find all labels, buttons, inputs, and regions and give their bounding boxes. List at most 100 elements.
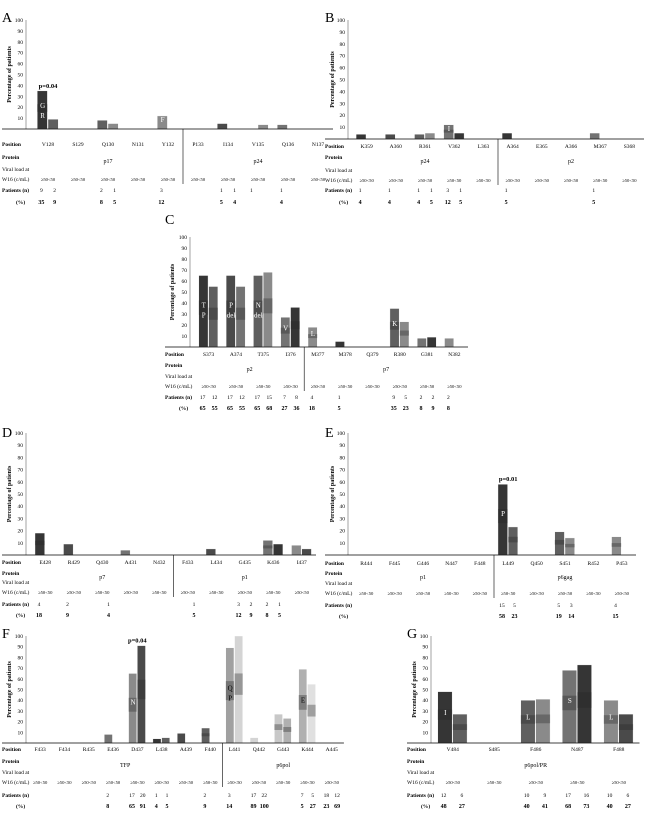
patients-n: 2 <box>204 793 207 799</box>
viral-load-label: ≥50<50 <box>251 177 266 182</box>
patients-pct: 4 <box>359 200 362 206</box>
patients-pct: 55 <box>212 406 218 412</box>
y-tick-label: 20 <box>18 720 24 726</box>
bar-label: P <box>501 510 505 518</box>
y-tick-label: 30 <box>182 312 188 318</box>
patients-n: 17 <box>565 793 571 799</box>
bar-segment <box>308 334 318 339</box>
y-tick-label: 90 <box>182 246 188 252</box>
patients-pct: 4 <box>155 804 158 810</box>
y-axis-label: Percentage of patients <box>330 465 336 522</box>
row-label: Viral load at <box>2 580 30 586</box>
y-tick-label: 50 <box>182 290 188 296</box>
bar-label: P <box>229 302 233 310</box>
position-label: M377 <box>311 352 324 358</box>
row-label: W16 (c/mL) <box>325 590 353 597</box>
row-label: Viral load at <box>325 168 353 174</box>
position-label: E436 <box>107 747 119 753</box>
position-label: E365 <box>536 144 548 150</box>
patients-n: 1 <box>220 188 223 194</box>
protein-label: p2 <box>568 159 574 165</box>
bar-segment <box>263 298 273 314</box>
row-label: W16 (c/mL) <box>407 779 435 786</box>
bar-D-A431-ge50 <box>120 549 131 556</box>
y-tick-label: 30 <box>18 516 24 522</box>
patients-pct: 5 <box>113 200 116 206</box>
y-tick-label: 10 <box>18 116 24 122</box>
patients-pct: 9 <box>432 406 435 412</box>
row-label: W16 (c/mL) <box>2 589 30 596</box>
position-label: A364 <box>506 144 518 150</box>
bar-label: I <box>448 125 451 133</box>
patients-n: 1 <box>338 395 341 401</box>
y-tick-label: 30 <box>18 94 24 100</box>
row-label: Protein <box>2 759 19 765</box>
bar-label: R <box>40 112 45 120</box>
position-label: A366 <box>565 144 577 150</box>
position-label: S373 <box>203 352 215 358</box>
row-label: Position <box>165 352 184 358</box>
bar-segment <box>508 536 518 543</box>
protein-label: p1 <box>242 575 248 581</box>
bar-label: S <box>568 697 572 705</box>
y-tick-label: 80 <box>18 40 24 46</box>
bar-segment <box>562 695 577 711</box>
patients-n: 17 <box>200 395 206 401</box>
bar-segment <box>137 679 146 700</box>
viral-load-label: ≥50<50 <box>593 178 608 183</box>
position-label: N432 <box>153 560 165 566</box>
position-label: P133 <box>192 142 204 148</box>
bar-segment <box>443 129 454 133</box>
position-label: I437 <box>297 560 307 566</box>
position-label: N137 <box>312 142 324 148</box>
viral-load-label: ≥50<50 <box>586 591 601 596</box>
bar-segment <box>565 543 575 548</box>
position-label: R361 <box>419 144 431 150</box>
row-label: W16 (c/mL) <box>325 177 353 184</box>
p-value: p=0.04 <box>128 638 147 645</box>
bar-segment <box>208 307 218 320</box>
bar-segment <box>225 681 234 701</box>
position-label: Y132 <box>162 142 174 148</box>
patients-pct: 40 <box>607 804 613 810</box>
patients-pct: 5 <box>165 804 168 810</box>
patients-pct: 68 <box>565 804 571 810</box>
patients-n: 1 <box>417 188 420 194</box>
viral-load-label: ≥50<50 <box>71 177 86 182</box>
position-label: L438 <box>156 747 168 753</box>
y-tick-label: 40 <box>423 698 429 704</box>
patients-pct: 4 <box>280 200 283 206</box>
patients-n: 1 <box>166 793 169 799</box>
viral-load-label: ≥50<50 <box>152 590 167 595</box>
patients-pct: 5 <box>278 613 281 619</box>
position-label: M367 <box>594 144 607 150</box>
bar-segment <box>128 697 137 712</box>
bar-label: T <box>202 302 207 310</box>
viral-load-label: ≥50<50 <box>266 590 281 595</box>
patients-n: 1 <box>280 188 283 194</box>
viral-load-label: ≥50<50 <box>529 780 544 785</box>
patients-pct: 5 <box>430 200 433 206</box>
protein-label: p6pol <box>276 763 290 769</box>
row-label: (%) <box>179 405 188 412</box>
patients-pct: 5 <box>338 406 341 412</box>
bar-label: del <box>254 312 263 320</box>
bar-B-M367-ge50 <box>589 132 600 140</box>
protein-label: p7 <box>383 367 389 373</box>
viral-load-label: ≥50<50 <box>389 178 404 183</box>
position-label: E428 <box>39 560 51 566</box>
bar-segment <box>535 714 551 724</box>
viral-load-label: ≥50<50 <box>67 590 82 595</box>
position-label: A374 <box>230 352 242 358</box>
viral-load-label: ≥50<50 <box>615 591 630 596</box>
position-label: K359 <box>360 144 372 150</box>
protein-label: p6pol/PR <box>524 763 547 769</box>
patients-pct: 4 <box>417 200 420 206</box>
bar-F-Q442-ge50 <box>249 737 259 744</box>
y-tick-label: 60 <box>18 480 24 486</box>
viral-load-label: ≥50<50 <box>131 177 146 182</box>
y-tick-label: 10 <box>18 730 24 736</box>
patients-n: 1 <box>388 188 391 194</box>
viral-load-label: ≥50<50 <box>221 177 236 182</box>
